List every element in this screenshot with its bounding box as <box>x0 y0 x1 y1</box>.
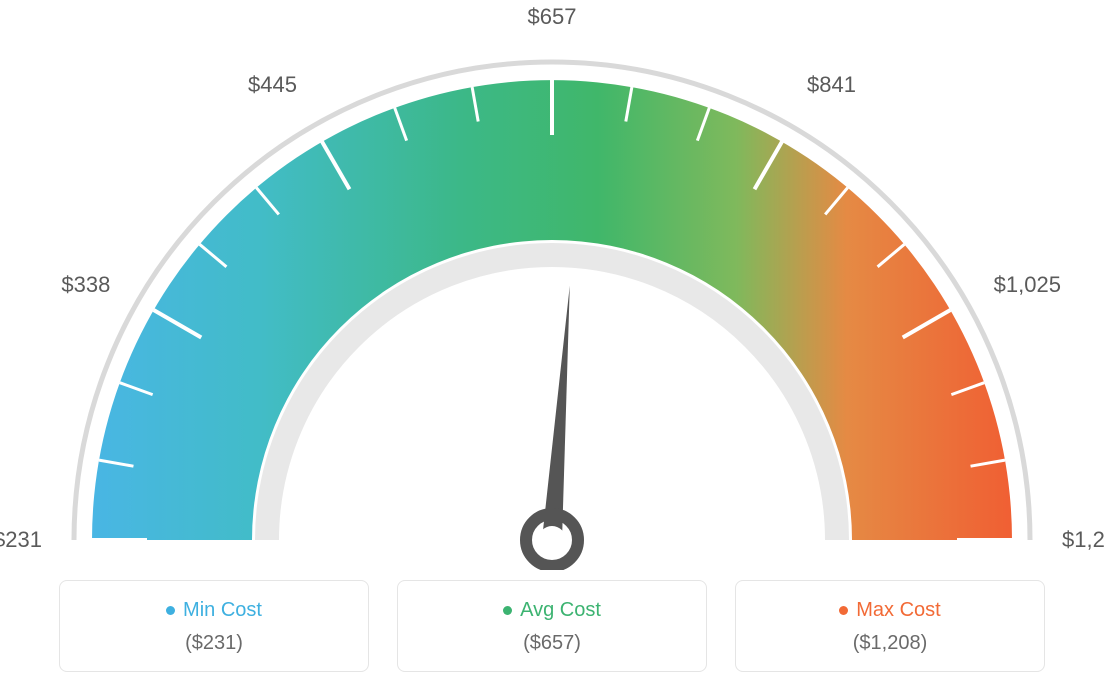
legend-value-avg: ($657) <box>408 632 696 655</box>
legend-card-min: Min Cost ($231) <box>59 580 369 672</box>
legend-card-max: Max Cost ($1,208) <box>735 580 1045 672</box>
legend-value-min: ($231) <box>70 632 358 655</box>
dot-icon <box>166 606 175 615</box>
gauge-svg <box>22 20 1082 570</box>
tick-label: $338 <box>61 272 110 298</box>
needle <box>542 286 570 541</box>
legend-value-max: ($1,208) <box>746 632 1034 655</box>
dot-icon <box>503 606 512 615</box>
tick-label: $231 <box>0 527 42 553</box>
legend-label: Avg Cost <box>520 599 601 621</box>
legend-row: Min Cost ($231) Avg Cost ($657) Max Cost… <box>20 580 1084 672</box>
gauge-chart: $231$338$445$657$841$1,025$1,208 <box>22 20 1082 570</box>
legend-card-avg: Avg Cost ($657) <box>397 580 707 672</box>
legend-title-avg: Avg Cost <box>408 599 696 622</box>
legend-label: Max Cost <box>856 599 940 621</box>
tick-label: $841 <box>807 72 856 98</box>
needle-hub-inner <box>538 526 566 554</box>
tick-label: $657 <box>528 4 577 30</box>
dot-icon <box>839 606 848 615</box>
legend-label: Min Cost <box>183 599 262 621</box>
legend-title-max: Max Cost <box>746 599 1034 622</box>
legend-title-min: Min Cost <box>70 599 358 622</box>
tick-label: $1,208 <box>1062 527 1104 553</box>
tick-label: $1,025 <box>994 272 1061 298</box>
tick-label: $445 <box>248 72 297 98</box>
